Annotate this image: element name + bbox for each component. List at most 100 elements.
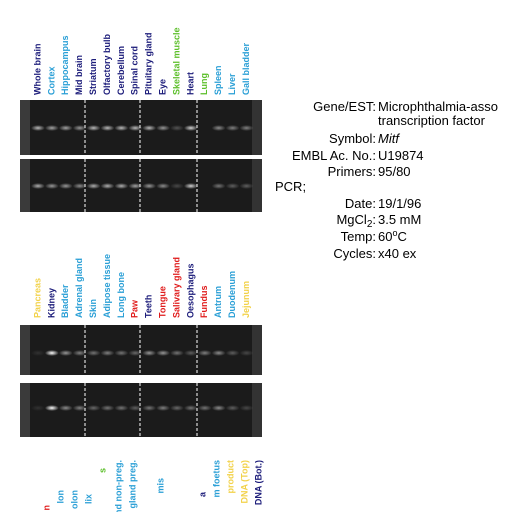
lane-label: Teeth [144,295,154,318]
gel-band [142,183,157,189]
gel-band [142,405,157,411]
lane-label: Lung [199,73,209,95]
gel-band [156,350,171,356]
gel-band [225,125,240,131]
info-value: Microphthalmia-asso [378,99,498,114]
info-label: Cycles: [333,246,376,261]
gel-band [142,125,157,131]
info-value: x40 ex [378,246,417,261]
gel-band [114,125,129,131]
gel-band [58,183,73,189]
info-value: 3.5 mM [378,212,421,227]
lane-label: Antrum [213,286,223,318]
lane-label: Fundus [199,286,209,319]
lane-label: Pituitary gland [144,32,154,95]
gel-band [100,125,115,131]
gel-ladder [20,100,30,155]
gel [20,325,262,375]
lane-label: s [97,468,107,473]
gel-band [114,405,129,411]
gel-band [44,405,59,411]
gel-band [183,125,198,131]
info-label: : [372,212,376,227]
gels [20,100,262,437]
info-label: MgCl2: [336,212,376,230]
info-label: Temp: [341,229,376,244]
gel-band [86,350,101,356]
gel-ladder [20,383,30,437]
gel-band [44,125,59,131]
gel-band [58,125,73,131]
lane-label: m foetus [211,460,221,498]
info-value: 60 [378,229,392,244]
info-label: Symbol: [329,131,376,146]
gel-band [72,405,87,411]
lane-label: lon [55,490,65,504]
lane-label: Jejunum [241,281,251,318]
lane-label: DNA (Top) [239,460,249,503]
info-label: EMBL Ac. No.: [292,148,376,163]
lane-label: Long bone [116,272,126,318]
info-value: 95/80 [378,164,411,179]
lane-label: DNA (Bot.) [253,460,263,505]
lane-label: Eye [157,79,167,95]
gel-band [156,125,171,131]
gel-band [72,183,87,189]
gel-band [142,350,157,356]
lane-label: Whole brain [32,44,42,96]
gel-band [128,183,143,189]
gel-band [86,183,101,189]
lane-label: Spleen [213,65,223,95]
gel-band [72,125,87,131]
info-value: transcription factor [378,113,486,128]
gel-band [31,350,45,356]
gel-ladder [20,325,30,375]
info-value: 60oC [378,228,407,244]
info-value: 19/1/96 [378,196,421,211]
gel-band [86,125,101,131]
info-value: U19874 [378,148,424,163]
lane-label: Gall bladder [241,42,251,95]
info-label: Date: [345,196,376,211]
gel-band [239,183,254,189]
lane-label: Salivary gland [171,257,181,318]
gel-band [225,183,240,189]
lane-label: Cerebellum [116,46,126,95]
gel-band [31,125,45,131]
lane-label: Adrenal gland [74,258,84,318]
gel-band [44,183,59,189]
gel-band [197,350,212,356]
gel-band [128,405,143,411]
gel-band [183,350,198,356]
info-superscript: o [392,228,397,238]
gel-band [170,405,184,411]
gel-band [170,125,184,131]
gel-band [225,350,240,356]
info-label: Gene/EST: [313,99,376,114]
lane-label: Spinal cord [130,46,140,95]
lane-label: Mid brain [74,55,84,95]
lane-label: Bladder [60,284,70,318]
gel-band [239,405,254,411]
gel-band [114,350,129,356]
gel-band [114,183,129,189]
gel-band [211,125,226,131]
lane-label: Cortex [46,66,56,95]
lane-label: gland non-preg. [113,460,123,512]
lane-label: Tongue [157,286,167,318]
gel-band [225,405,240,411]
gel-ladder [252,100,262,155]
lane-label: product [225,460,235,494]
lane-label: Kidney [46,288,56,318]
lane-label: Striatum [88,58,98,95]
gel-ladder [252,383,262,437]
gel-band [211,350,226,356]
info-label: MgCl [336,212,366,227]
gel-band [31,183,45,189]
gel-band [211,183,226,189]
gel-band [31,405,45,411]
gel-band [128,350,143,356]
gel-band [100,405,115,411]
info-label: PCR; [275,179,306,194]
